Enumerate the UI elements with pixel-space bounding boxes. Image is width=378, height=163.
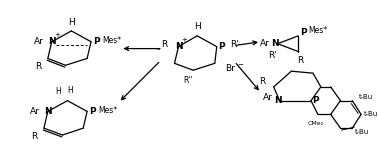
Text: Mes*: Mes* (102, 36, 121, 45)
Text: R: R (259, 77, 265, 87)
Text: N: N (48, 37, 56, 46)
Text: t-Bu: t-Bu (364, 111, 378, 117)
Text: P: P (93, 37, 99, 46)
Text: R: R (161, 40, 168, 49)
Text: –: – (157, 47, 161, 53)
Text: Ar: Ar (30, 107, 40, 116)
Text: Ar: Ar (263, 93, 273, 102)
Text: R': R' (230, 40, 239, 49)
Text: Mes*: Mes* (98, 106, 117, 115)
Text: P: P (300, 28, 307, 37)
Text: P: P (218, 42, 225, 51)
Text: +: + (181, 37, 187, 43)
Text: N: N (274, 96, 282, 105)
Text: t-Bu: t-Bu (355, 129, 369, 135)
Text: −: − (237, 62, 243, 68)
Text: P: P (313, 96, 319, 105)
Text: R': R' (268, 51, 277, 60)
Text: H: H (68, 86, 73, 95)
Text: H: H (194, 22, 200, 31)
Text: H: H (55, 87, 60, 96)
Text: t-Bu: t-Bu (359, 94, 373, 100)
Text: CMe₂: CMe₂ (308, 121, 324, 126)
Text: H: H (68, 18, 75, 27)
Text: N: N (175, 42, 182, 51)
Text: +: + (55, 32, 60, 38)
Text: R: R (31, 132, 37, 141)
Text: R: R (297, 56, 303, 65)
Text: N: N (44, 107, 52, 116)
Text: Br: Br (226, 64, 235, 73)
Text: R: R (35, 62, 41, 71)
Text: Ar: Ar (260, 39, 270, 48)
Text: N: N (271, 39, 279, 48)
Text: P: P (89, 107, 95, 116)
Text: R'': R'' (183, 75, 193, 85)
Text: Ar: Ar (34, 37, 44, 46)
Text: Mes*: Mes* (308, 26, 327, 35)
